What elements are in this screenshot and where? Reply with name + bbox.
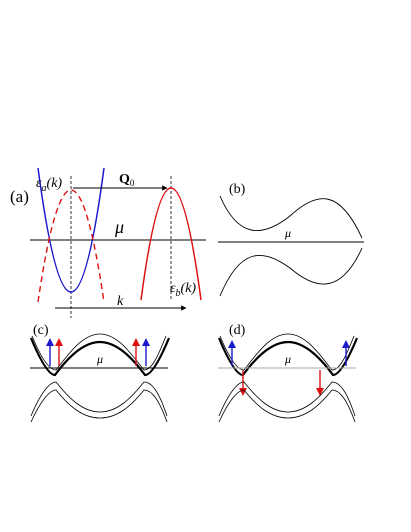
panel-b: (b) μ — [218, 182, 364, 297]
eps-b-label: εb(k) — [170, 281, 196, 299]
spin-arrowhead-d-up-2 — [342, 340, 350, 348]
thick-band-d — [217, 337, 359, 377]
eps-a-label: εa(k) — [36, 176, 62, 194]
upper-band-b — [219, 195, 363, 239]
panel-d: (d) μ — [217, 323, 359, 423]
spin-arrowhead-d-down-2 — [316, 388, 324, 396]
thin-band-upper-c — [31, 333, 167, 371]
band-a-curve — [37, 167, 105, 293]
band-b-folded-curve — [37, 189, 105, 303]
thick-band-c — [29, 337, 171, 377]
panel-c: (c) μ — [29, 323, 171, 423]
panel-b-label: (b) — [229, 182, 246, 197]
mu-label-b: μ — [284, 226, 291, 240]
lower-band-b — [219, 247, 363, 297]
k-label: k — [117, 294, 124, 309]
panel-c-label: (c) — [33, 323, 49, 338]
lower-band-d-2 — [218, 389, 356, 423]
band-b-curve — [140, 187, 202, 301]
spin-arrowhead-d-down-1 — [239, 388, 247, 396]
thin-band-upper-d — [219, 333, 355, 371]
mu-label-a: μ — [114, 217, 124, 237]
spin-arrowhead-c-1 — [46, 338, 54, 346]
panel-a: (a) εa(k) Q0 μ εb(k) k — [10, 167, 206, 318]
spin-arrowhead-d-up-1 — [228, 340, 236, 348]
panel-a-label: (a) — [10, 187, 29, 206]
mu-label-d: μ — [284, 352, 291, 366]
lower-band-c-1 — [30, 381, 168, 417]
lower-band-c-2 — [30, 389, 168, 423]
panel-d-label: (d) — [229, 323, 246, 338]
spin-arrowhead-c-4 — [142, 338, 150, 346]
lower-band-d-1 — [218, 381, 356, 417]
spin-arrowhead-c-3 — [132, 338, 140, 346]
q0-label: Q0 — [119, 172, 135, 188]
mu-label-c: μ — [96, 352, 103, 366]
spin-arrowhead-c-2 — [55, 338, 63, 346]
